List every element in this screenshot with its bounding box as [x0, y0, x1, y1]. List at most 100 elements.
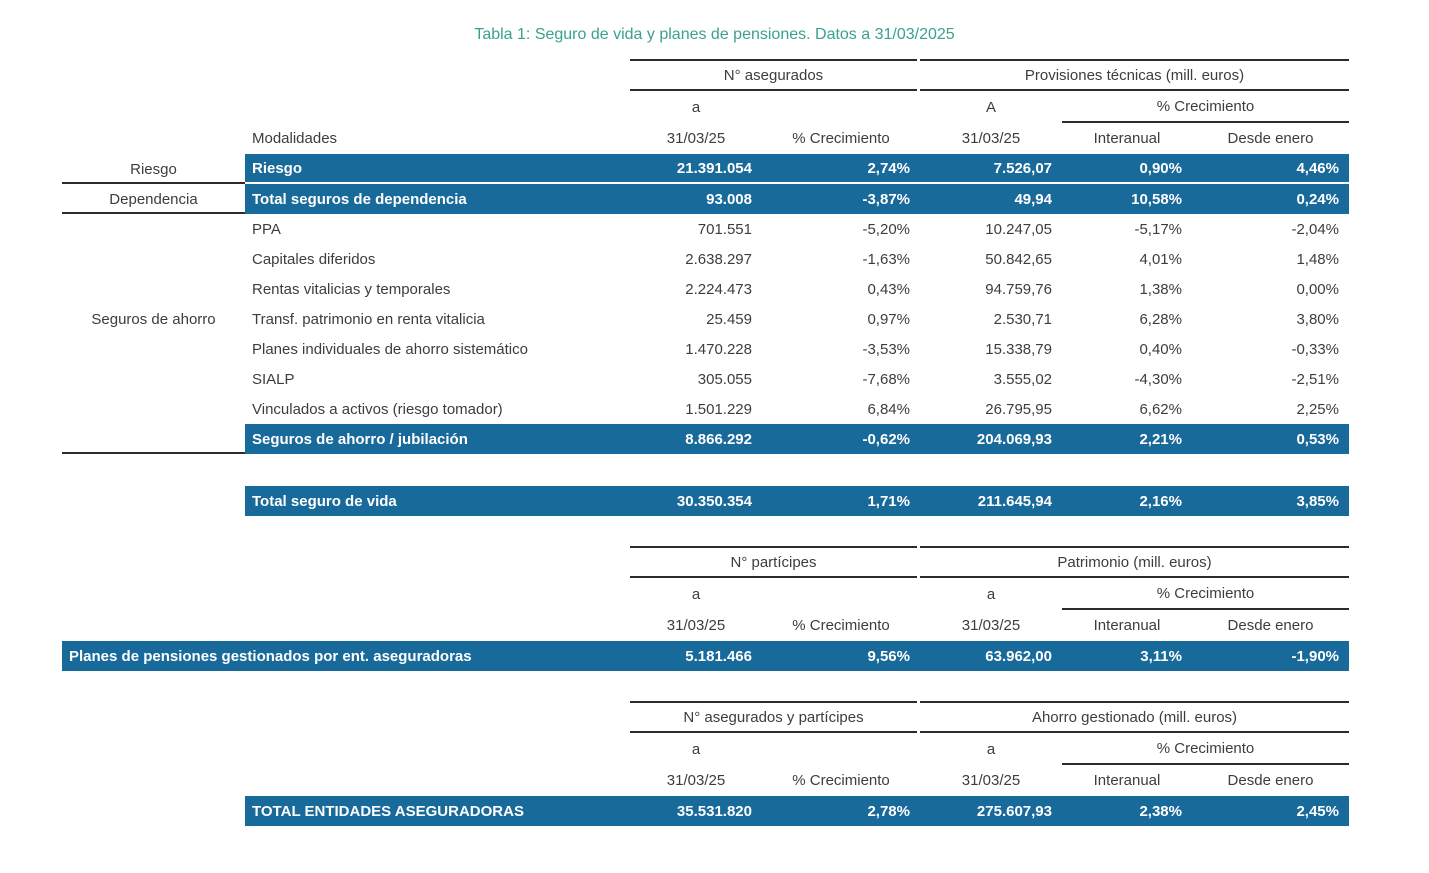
value-cell: 0,00%	[1296, 280, 1339, 298]
vida-group-header-left: N° asegurados	[630, 59, 917, 91]
empty-cell	[0, 364, 245, 394]
empty-cell	[0, 486, 245, 516]
side-label-ahorro: Seguros de ahorro	[91, 310, 216, 328]
value-cell: 6,84%	[867, 400, 910, 418]
column-header-date-right: 31/03/25	[961, 772, 1021, 789]
value-cell: 2.530,71	[993, 310, 1052, 328]
empty-cell	[762, 91, 920, 123]
column-header-interanual: Interanual	[1093, 772, 1161, 789]
column-header-date-left: 31/03/25	[666, 130, 726, 147]
value-cell: 3.555,02	[993, 370, 1052, 388]
empty-cell	[0, 91, 630, 123]
value-cell: 26.795,95	[985, 400, 1052, 418]
vida-column-header-row: Modalidades 31/03/25 % Crecimiento 31/03…	[0, 123, 1349, 154]
column-header-interanual: Interanual	[1093, 130, 1161, 147]
subheader-a-left: a	[691, 98, 701, 116]
column-header-desde-enero: Desde enero	[1227, 617, 1314, 634]
value-cell: 1.470.228	[685, 340, 752, 358]
table-row: PPA 701.551 -5,20% 10.247,05 -5,17% -2,0…	[0, 214, 1349, 244]
empty-cell	[0, 274, 245, 304]
value-cell: 2.224.473	[685, 280, 752, 298]
value-cell: 3,85%	[1192, 486, 1349, 516]
empty-cell	[0, 733, 630, 765]
empty-cell	[0, 578, 630, 610]
value-cell: 50.842,65	[985, 250, 1052, 268]
entidades-section: N° asegurados y partícipes Ahorro gestio…	[0, 701, 1349, 826]
table-row: Capitales diferidos 2.638.297 -1,63% 50.…	[0, 244, 1349, 274]
side-label-dependencia: Dependencia	[0, 184, 245, 214]
pensiones-group-header-right: Patrimonio (mill. euros)	[920, 546, 1349, 578]
empty-cell	[762, 578, 920, 610]
vida-group-header-row: N° asegurados Provisiones técnicas (mill…	[0, 59, 1349, 91]
entidades-group-header-right: Ahorro gestionado (mill. euros)	[920, 701, 1349, 733]
empty-cell	[0, 334, 245, 364]
row-label: Vinculados a activos (riesgo tomador)	[252, 400, 503, 418]
table-row-riesgo: Riesgo Riesgo 21.391.054 2,74% 7.526,07 …	[0, 154, 1349, 184]
value-cell: 6,28%	[1139, 310, 1182, 328]
value-cell: 2.638.297	[685, 250, 752, 268]
value-cell: -2,04%	[1291, 220, 1339, 238]
empty-cell	[0, 610, 245, 641]
value-cell: 0,40%	[1139, 340, 1182, 358]
value-cell: 2,16%	[1062, 486, 1192, 516]
value-cell: 30.350.354	[630, 486, 762, 516]
entidades-group-header-left: N° asegurados y partícipes	[630, 701, 917, 733]
value-cell: 49,94	[920, 184, 1062, 214]
column-header-growth: % Crecimiento	[792, 617, 890, 634]
value-cell: 701.551	[697, 220, 752, 238]
value-cell: 275.607,93	[920, 796, 1062, 826]
value-cell: 0,24%	[1192, 184, 1349, 214]
table-row-pensiones-total: Planes de pensiones gestionados por ent.…	[0, 641, 1349, 671]
empty-cell	[0, 59, 630, 91]
row-label: Rentas vitalicias y temporales	[252, 280, 451, 298]
row-label: Total seguros de dependencia	[245, 184, 630, 214]
value-cell: 10.247,05	[985, 220, 1052, 238]
empty-cell	[0, 394, 245, 424]
value-cell: 211.645,94	[920, 486, 1062, 516]
value-cell: 4,46%	[1192, 154, 1349, 184]
pensiones-group-header-row: N° partícipes Patrimonio (mill. euros)	[0, 546, 1349, 578]
table-row: Seguros de ahorro Transf. patrimonio en …	[0, 304, 1349, 334]
vida-subheader-row: a A % Crecimiento	[0, 91, 1349, 123]
column-header-growth: % Crecimiento	[792, 130, 890, 147]
column-header-desde-enero: Desde enero	[1227, 772, 1314, 789]
pensiones-column-header-row: 31/03/25 % Crecimiento 31/03/25 Interanu…	[0, 610, 1349, 641]
value-cell: 7.526,07	[920, 154, 1062, 184]
entidades-column-header-row: 31/03/25 % Crecimiento 31/03/25 Interanu…	[0, 765, 1349, 796]
subheader-a-right: a	[986, 585, 996, 603]
column-header-interanual: Interanual	[1093, 617, 1161, 634]
vida-section: N° asegurados Provisiones técnicas (mill…	[0, 59, 1349, 516]
value-cell: 2,21%	[1062, 424, 1192, 454]
value-cell: 2,45%	[1192, 796, 1349, 826]
column-header-desde-enero: Desde enero	[1227, 130, 1314, 147]
value-cell: 8.866.292	[630, 424, 762, 454]
column-header-growth: % Crecimiento	[792, 772, 890, 789]
value-cell: -1,63%	[862, 250, 910, 268]
value-cell: 2,78%	[762, 796, 920, 826]
vida-group-header-right: Provisiones técnicas (mill. euros)	[920, 59, 1349, 91]
column-header-date-left: 31/03/25	[666, 617, 726, 634]
value-cell: 1,48%	[1296, 250, 1339, 268]
column-header-modalidades: Modalidades	[252, 130, 338, 147]
row-label: SIALP	[252, 370, 295, 388]
subheader-growth-span: % Crecimiento	[1062, 733, 1349, 765]
empty-cell	[0, 244, 245, 274]
value-cell: 1,38%	[1139, 280, 1182, 298]
row-label: Planes de pensiones gestionados por ent.…	[62, 641, 630, 671]
value-cell: 2,25%	[1296, 400, 1339, 418]
value-cell: 3,80%	[1296, 310, 1339, 328]
side-label-riesgo: Riesgo	[0, 154, 245, 184]
empty-cell	[0, 765, 245, 796]
empty-cell	[0, 546, 630, 578]
column-header-date-left: 31/03/25	[666, 772, 726, 789]
table-row: Rentas vitalicias y temporales 2.224.473…	[0, 274, 1349, 304]
value-cell: 5.181.466	[630, 641, 762, 671]
table-row: SIALP 305.055 -7,68% 3.555,02 -4,30% -2,…	[0, 364, 1349, 394]
value-cell: 63.962,00	[920, 641, 1062, 671]
value-cell: 9,56%	[762, 641, 920, 671]
entidades-subheader-row: a a % Crecimiento	[0, 733, 1349, 765]
table-row: Vinculados a activos (riesgo tomador) 1.…	[0, 394, 1349, 424]
value-cell: 0,53%	[1192, 424, 1349, 454]
empty-cell	[762, 733, 920, 765]
